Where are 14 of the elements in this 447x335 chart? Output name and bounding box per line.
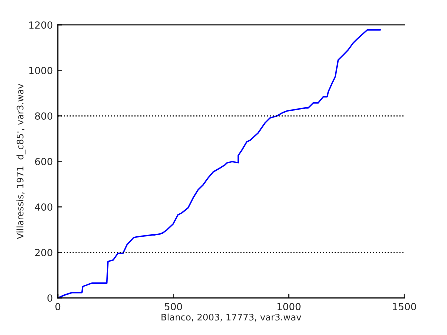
y-tick-label: 1000 bbox=[30, 67, 53, 74]
y-tick-label: 400 bbox=[35, 204, 53, 211]
y-tick-label: 1200 bbox=[30, 22, 53, 29]
y-tick-label: 200 bbox=[35, 249, 53, 256]
y-tick-label: 800 bbox=[35, 112, 53, 120]
y-tick-label: 600 bbox=[35, 158, 53, 166]
y-axis-title: Villaressis, 1971 d_c85', var3.wav bbox=[16, 84, 26, 240]
line-series bbox=[58, 29, 382, 298]
x-axis-title: Blanco, 2003, 17773, var3.wav bbox=[162, 314, 302, 322]
x-tick-label: 1000 bbox=[278, 303, 301, 311]
x-tick-label: 1500 bbox=[393, 303, 416, 311]
y-tick-label: 0 bbox=[48, 294, 53, 302]
x-tick-label: 500 bbox=[165, 303, 182, 311]
x-tick-label: 0 bbox=[56, 303, 61, 311]
